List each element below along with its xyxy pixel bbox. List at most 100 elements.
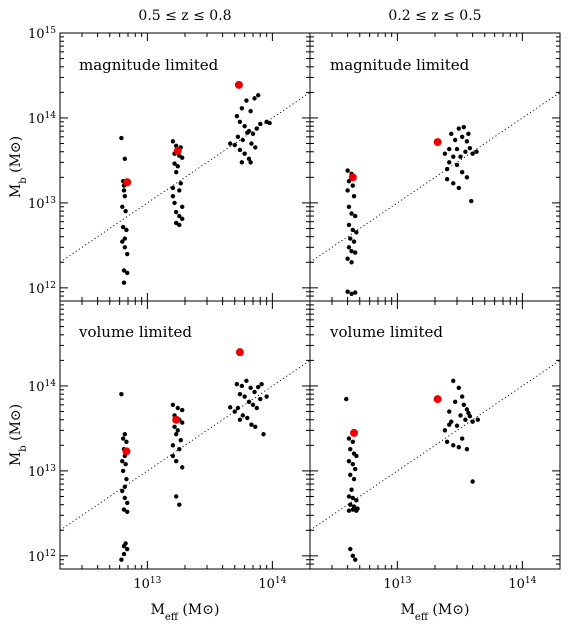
data-point bbox=[348, 546, 353, 552]
data-point bbox=[121, 507, 127, 512]
data-point bbox=[180, 204, 185, 209]
data-point bbox=[242, 394, 247, 399]
data-point bbox=[170, 443, 176, 448]
data-point bbox=[470, 479, 475, 484]
data-point bbox=[122, 484, 128, 489]
data-point bbox=[348, 236, 353, 241]
data-point bbox=[350, 461, 356, 467]
data-point bbox=[353, 290, 358, 295]
data-point bbox=[258, 396, 263, 402]
data-point bbox=[350, 495, 356, 501]
data-point bbox=[235, 405, 241, 411]
data-point bbox=[267, 120, 272, 126]
panel-label-bottom-right: volume limited bbox=[329, 323, 443, 341]
data-point bbox=[180, 155, 185, 160]
data-point bbox=[125, 270, 130, 276]
data-point-highlight bbox=[172, 415, 181, 424]
data-point bbox=[246, 156, 252, 162]
reference-line-bottom-right bbox=[310, 360, 560, 531]
panel-top-right: magnitude limited bbox=[309, 32, 561, 302]
data-point bbox=[180, 216, 185, 221]
data-point bbox=[444, 177, 450, 182]
data-point bbox=[239, 106, 245, 111]
data-point bbox=[444, 166, 450, 172]
y-tick-label: 1014 bbox=[28, 111, 56, 127]
y-tick-label: 1014 bbox=[28, 379, 56, 395]
data-point bbox=[451, 378, 456, 383]
data-point bbox=[248, 109, 253, 114]
panel-top-left: magnitude limited bbox=[59, 32, 311, 302]
data-point bbox=[264, 394, 269, 399]
data-point-highlight bbox=[123, 178, 132, 187]
data-point-highlight bbox=[235, 348, 244, 357]
data-point bbox=[444, 439, 450, 445]
data-point bbox=[345, 188, 350, 193]
data-point bbox=[259, 381, 264, 387]
data-point bbox=[346, 204, 352, 209]
data-point bbox=[475, 417, 481, 422]
data-point bbox=[235, 134, 241, 139]
data-point bbox=[178, 437, 183, 443]
data-point bbox=[254, 126, 259, 131]
data-point bbox=[122, 495, 128, 501]
data-point bbox=[255, 384, 261, 390]
data-point bbox=[252, 389, 257, 395]
data-point bbox=[122, 432, 128, 437]
data-point bbox=[454, 423, 460, 428]
data-point bbox=[258, 121, 263, 127]
y-tick-label: 1015 bbox=[28, 26, 56, 42]
data-point bbox=[245, 415, 250, 421]
data-point bbox=[353, 557, 358, 562]
y-tick-label: 1012 bbox=[28, 549, 56, 565]
data-point bbox=[121, 551, 127, 557]
data-point bbox=[261, 432, 266, 437]
data-point bbox=[173, 432, 179, 437]
panel-label-top-left: magnitude limited bbox=[79, 56, 219, 74]
data-point bbox=[173, 459, 179, 464]
data-point bbox=[125, 251, 130, 257]
data-point bbox=[253, 145, 258, 150]
data-point bbox=[345, 168, 350, 173]
data-point bbox=[349, 291, 354, 297]
data-point bbox=[120, 204, 125, 209]
data-point bbox=[451, 443, 456, 448]
data-point bbox=[346, 245, 352, 250]
data-point-highlight bbox=[350, 428, 359, 437]
y-tick-label: 1013 bbox=[28, 196, 56, 212]
data-point bbox=[345, 289, 350, 294]
data-point bbox=[175, 164, 180, 169]
data-point bbox=[228, 405, 233, 410]
data-point bbox=[346, 494, 352, 499]
sun-symbol-icon: ⊙ bbox=[8, 409, 24, 421]
data-point bbox=[456, 385, 461, 391]
data-point bbox=[237, 391, 243, 397]
data-point bbox=[242, 123, 247, 129]
data-point bbox=[348, 502, 353, 507]
data-point bbox=[464, 175, 470, 180]
data-point bbox=[463, 417, 468, 422]
data-point bbox=[172, 200, 177, 206]
data-point bbox=[249, 422, 254, 427]
data-point bbox=[173, 209, 179, 215]
data-point bbox=[124, 227, 129, 233]
data-point bbox=[254, 405, 259, 411]
data-point bbox=[120, 468, 126, 474]
data-point bbox=[125, 546, 130, 552]
data-point bbox=[124, 439, 129, 445]
data-point bbox=[237, 417, 243, 422]
data-point bbox=[452, 399, 458, 405]
data-point bbox=[240, 137, 245, 143]
data-point bbox=[173, 169, 179, 175]
data-point bbox=[172, 161, 177, 166]
data-point bbox=[351, 476, 357, 482]
data-point bbox=[351, 193, 357, 199]
data-point bbox=[121, 268, 127, 273]
y-tick-label: 1012 bbox=[28, 281, 56, 297]
data-point bbox=[246, 399, 252, 405]
data-point bbox=[175, 405, 180, 411]
data-point bbox=[248, 160, 253, 165]
data-point-highlight bbox=[122, 447, 131, 456]
data-point bbox=[353, 250, 358, 255]
data-point bbox=[250, 131, 256, 137]
